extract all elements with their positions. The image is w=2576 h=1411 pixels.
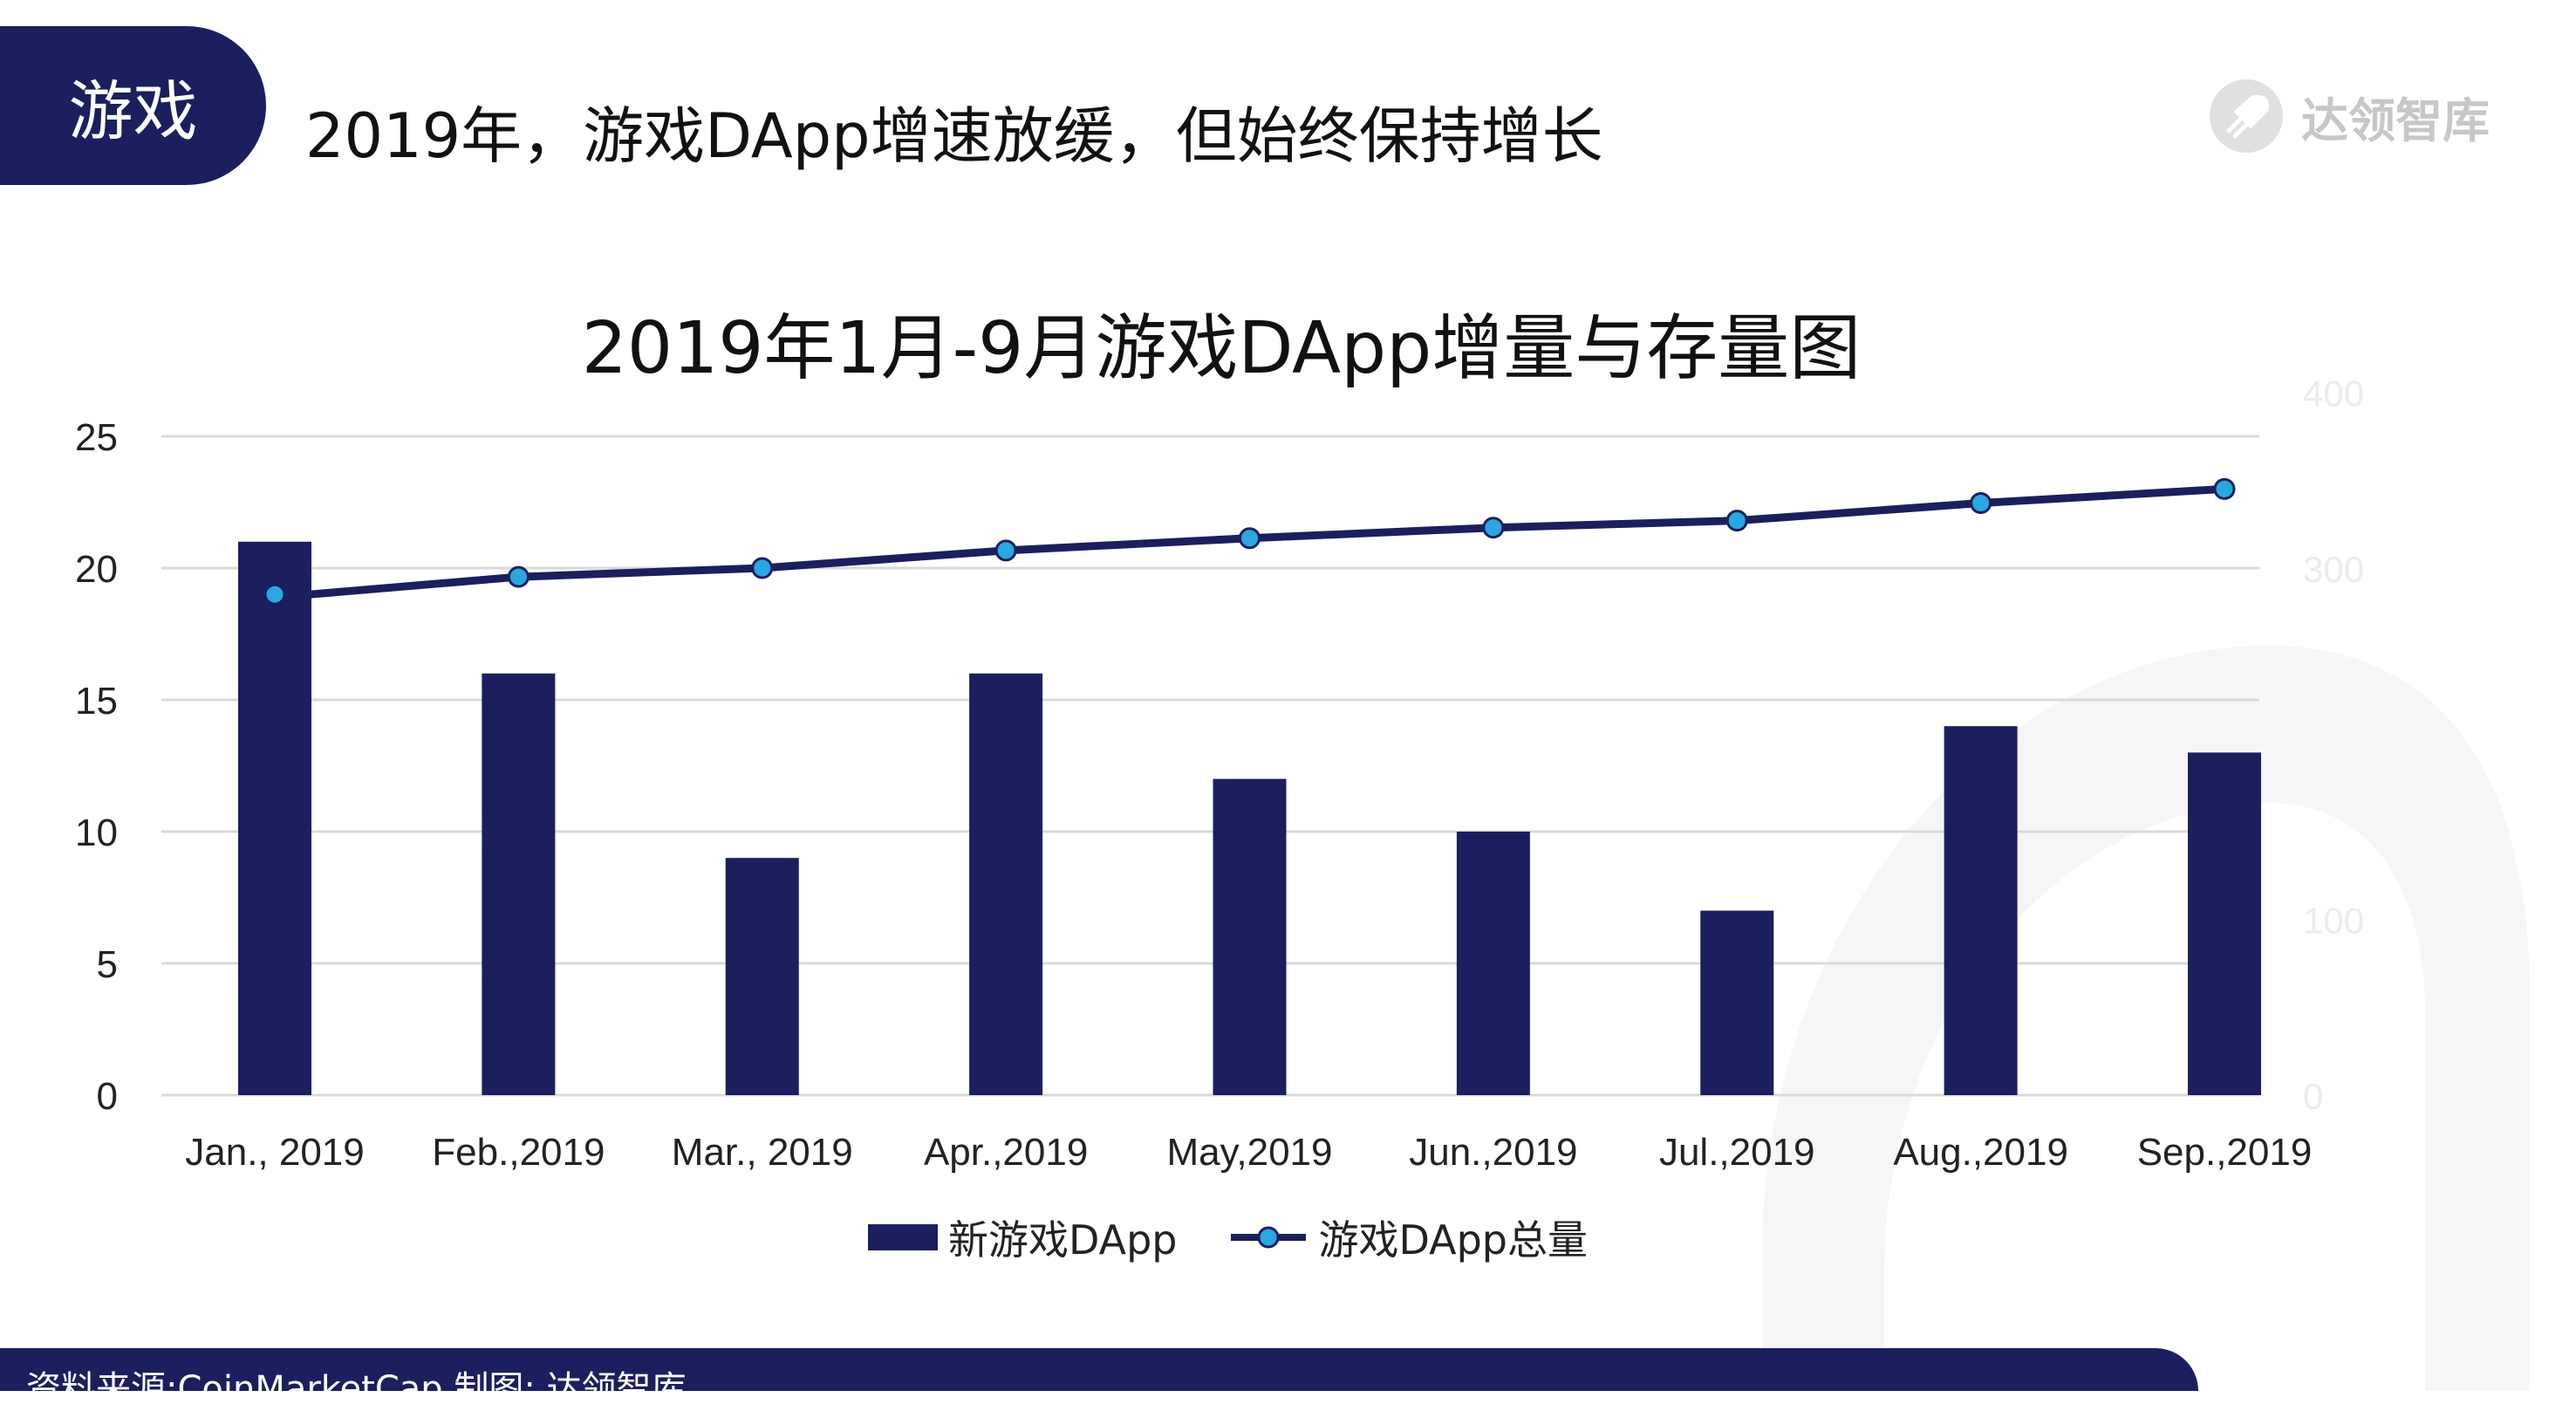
- footer-bar: 资料来源:CoinMarketCap 制图: 达领智库: [0, 1348, 2198, 1409]
- y2-tick-label: 300: [2303, 549, 2364, 590]
- bar-new-game-dapp: [1700, 910, 1774, 1095]
- line-point: [263, 583, 286, 606]
- x-tick-label: Jul.,2019: [1659, 1131, 1815, 1174]
- legend-line-label: 游戏DApp总量: [1318, 1216, 1588, 1264]
- x-tick-label: Feb.,2019: [432, 1131, 605, 1174]
- x-tick-label: Mar., 2019: [672, 1131, 853, 1174]
- y-tick-label: 0: [97, 1075, 118, 1118]
- bar-new-game-dapp: [482, 673, 556, 1095]
- section-tag: 游戏: [0, 26, 266, 185]
- line-point: [1725, 510, 1748, 532]
- line-point: [751, 557, 774, 579]
- line-point: [2213, 477, 2236, 500]
- y-tick-label: 10: [75, 812, 118, 854]
- y-tick-label: 20: [75, 548, 118, 591]
- chart-title: 2019年1月-9月游戏DApp增量与存量图: [581, 307, 1862, 390]
- chart-legend: 新游戏DApp 游戏DApp总量: [868, 1209, 1588, 1266]
- legend-bar-swatch: [868, 1224, 938, 1250]
- legend-line-swatch: [1231, 1226, 1307, 1249]
- legend-bar-label: 新游戏DApp: [948, 1216, 1178, 1264]
- bar-new-game-dapp: [238, 541, 311, 1095]
- brand-logo: 达领智库: [2207, 77, 2490, 155]
- rocket-icon: [2210, 79, 2283, 153]
- line-total-game-dapp: [309, 484, 2225, 599]
- x-tick-label: May,2019: [1167, 1131, 1333, 1174]
- source-note: 资料来源:CoinMarketCap 制图: 达领智库: [26, 1369, 687, 1409]
- y-tick-label: 5: [97, 943, 118, 986]
- line-point: [1482, 517, 1505, 539]
- x-tick-label: Aug.,2019: [1893, 1131, 2068, 1174]
- x-tick-label: Sep.,2019: [2137, 1131, 2313, 1174]
- y-tick-label: 15: [75, 680, 118, 723]
- legend-item-line: 游戏DApp总量: [1229, 1209, 1588, 1266]
- x-tick-label: Jan., 2019: [185, 1131, 365, 1174]
- bar-new-game-dapp: [1213, 778, 1287, 1095]
- line-point: [1239, 527, 1261, 550]
- line-point: [507, 565, 530, 588]
- bar-new-game-dapp: [969, 673, 1043, 1095]
- y2-tick-label: 0: [2303, 1076, 2323, 1117]
- page-headline: 2019年，游戏DApp增速放缓，但始终保持增长: [305, 100, 1603, 172]
- line-point: [1970, 492, 1992, 515]
- line-point: [994, 539, 1017, 562]
- bar-new-game-dapp: [2188, 752, 2261, 1095]
- x-tick-label: Jun.,2019: [1409, 1131, 1577, 1174]
- y2-tick-label: 100: [2303, 901, 2364, 942]
- legend-item-bar: 新游戏DApp: [868, 1209, 1177, 1266]
- y-tick-label: 25: [75, 416, 118, 459]
- x-tick-label: Apr.,2019: [924, 1131, 1088, 1174]
- bar-new-game-dapp: [725, 858, 799, 1095]
- bar-new-game-dapp: [1456, 832, 1530, 1095]
- y2-tick-label: 400: [2303, 373, 2364, 414]
- bar-new-game-dapp: [1944, 726, 2018, 1095]
- brand-name: 达领智库: [2301, 92, 2490, 148]
- section-tag-label: 游戏: [68, 73, 198, 149]
